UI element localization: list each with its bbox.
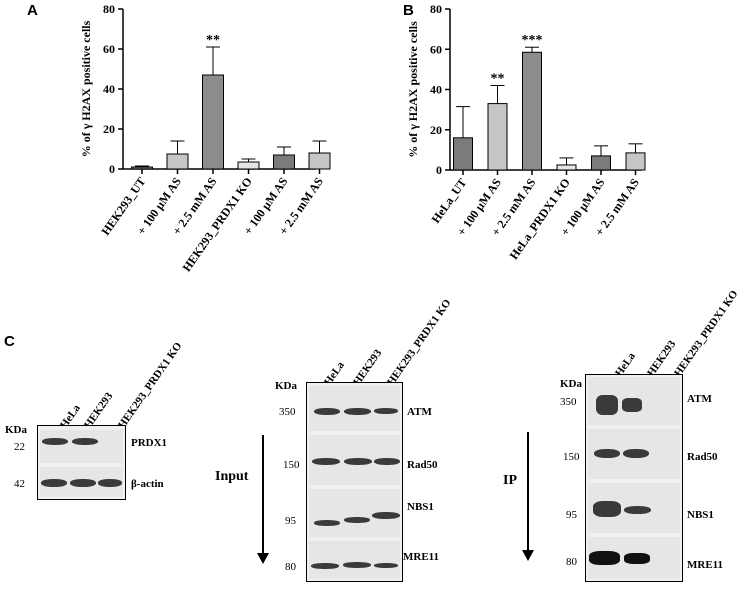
bar <box>591 155 611 171</box>
bar <box>131 166 153 170</box>
mw-marker: 95 <box>285 515 296 527</box>
bar <box>487 103 508 171</box>
western-blot-input <box>306 382 403 582</box>
bar <box>202 74 224 170</box>
y-tick-label: 20 <box>430 123 442 137</box>
lane-label-hek293-prdx1-ko: HEK293_PRDX1 KO <box>385 297 454 388</box>
protein-label-mre11: MRE11 <box>687 559 724 571</box>
down-arrow-icon <box>522 432 534 561</box>
protein-label-beta-actin: β-actin <box>131 478 164 490</box>
mw-marker: 95 <box>566 509 577 521</box>
bar-chart-b: 0 20 40 60 80 % of γ H2AX positive cells HeLa_… <box>406 2 646 262</box>
significance-marker: ** <box>491 71 505 86</box>
protein-label-atm: ATM <box>687 393 712 405</box>
bar <box>522 51 542 171</box>
protein-label-rad50: Rad50 <box>687 451 718 463</box>
x-tick-label: HeLa_PRDX1 KO <box>507 176 573 262</box>
bar <box>625 152 646 171</box>
bar <box>273 154 295 170</box>
ip-label: IP <box>503 473 517 488</box>
down-arrow-icon <box>257 435 269 564</box>
mw-marker: 150 <box>283 459 300 471</box>
bar <box>453 137 473 171</box>
western-blot-prdx1 <box>37 425 126 500</box>
protein-label-rad50: Rad50 <box>407 459 438 471</box>
significance-marker: ** <box>206 33 220 48</box>
mw-marker: 150 <box>563 451 580 463</box>
panel-letter-a: A <box>27 2 38 19</box>
kda-label: KDa <box>5 424 27 436</box>
kda-label: KDa <box>275 380 297 392</box>
y-axis-label: % of γ H2AX positive cells <box>406 21 420 158</box>
mw-marker: 22 <box>14 441 25 453</box>
protein-label-nbs1: NBS1 <box>407 501 434 513</box>
lane-label-hek293-prdx1-ko: HEK293_PRDX1 KO <box>672 288 741 379</box>
bar <box>166 153 189 170</box>
kda-label: KDa <box>560 378 582 390</box>
y-tick-label: 60 <box>103 42 115 56</box>
mw-marker: 350 <box>560 396 577 408</box>
y-tick-label: 60 <box>430 42 442 56</box>
y-tick-label: 40 <box>430 83 442 97</box>
protein-label-mre11: MRE11 <box>403 551 440 563</box>
mw-marker: 80 <box>566 556 577 568</box>
lane-label-hek293-prdx1-ko: HEK293_PRDX1 KO <box>116 340 185 431</box>
bar <box>308 152 331 170</box>
bar <box>556 164 577 171</box>
y-tick-label: 0 <box>436 163 442 177</box>
mw-marker: 80 <box>285 561 296 573</box>
input-label: Input <box>215 469 249 484</box>
mw-marker: 350 <box>279 406 296 418</box>
protein-label-nbs1: NBS1 <box>687 509 714 521</box>
protein-label-prdx1: PRDX1 <box>131 437 168 449</box>
protein-label-atm: ATM <box>407 406 432 418</box>
mw-marker: 42 <box>14 478 25 490</box>
western-blot-ip <box>585 374 683 582</box>
y-tick-label: 80 <box>430 2 442 16</box>
y-tick-label: 80 <box>103 2 115 16</box>
y-tick-label: 40 <box>103 82 115 96</box>
panel-letter-c: C <box>4 333 15 350</box>
panel-letter-b: B <box>403 2 414 19</box>
y-tick-label: 0 <box>109 162 115 176</box>
y-tick-label: 20 <box>103 122 115 136</box>
significance-marker: *** <box>522 33 543 48</box>
y-axis-label: % of γ H2AX positive cells <box>79 20 93 157</box>
bar <box>237 161 260 170</box>
